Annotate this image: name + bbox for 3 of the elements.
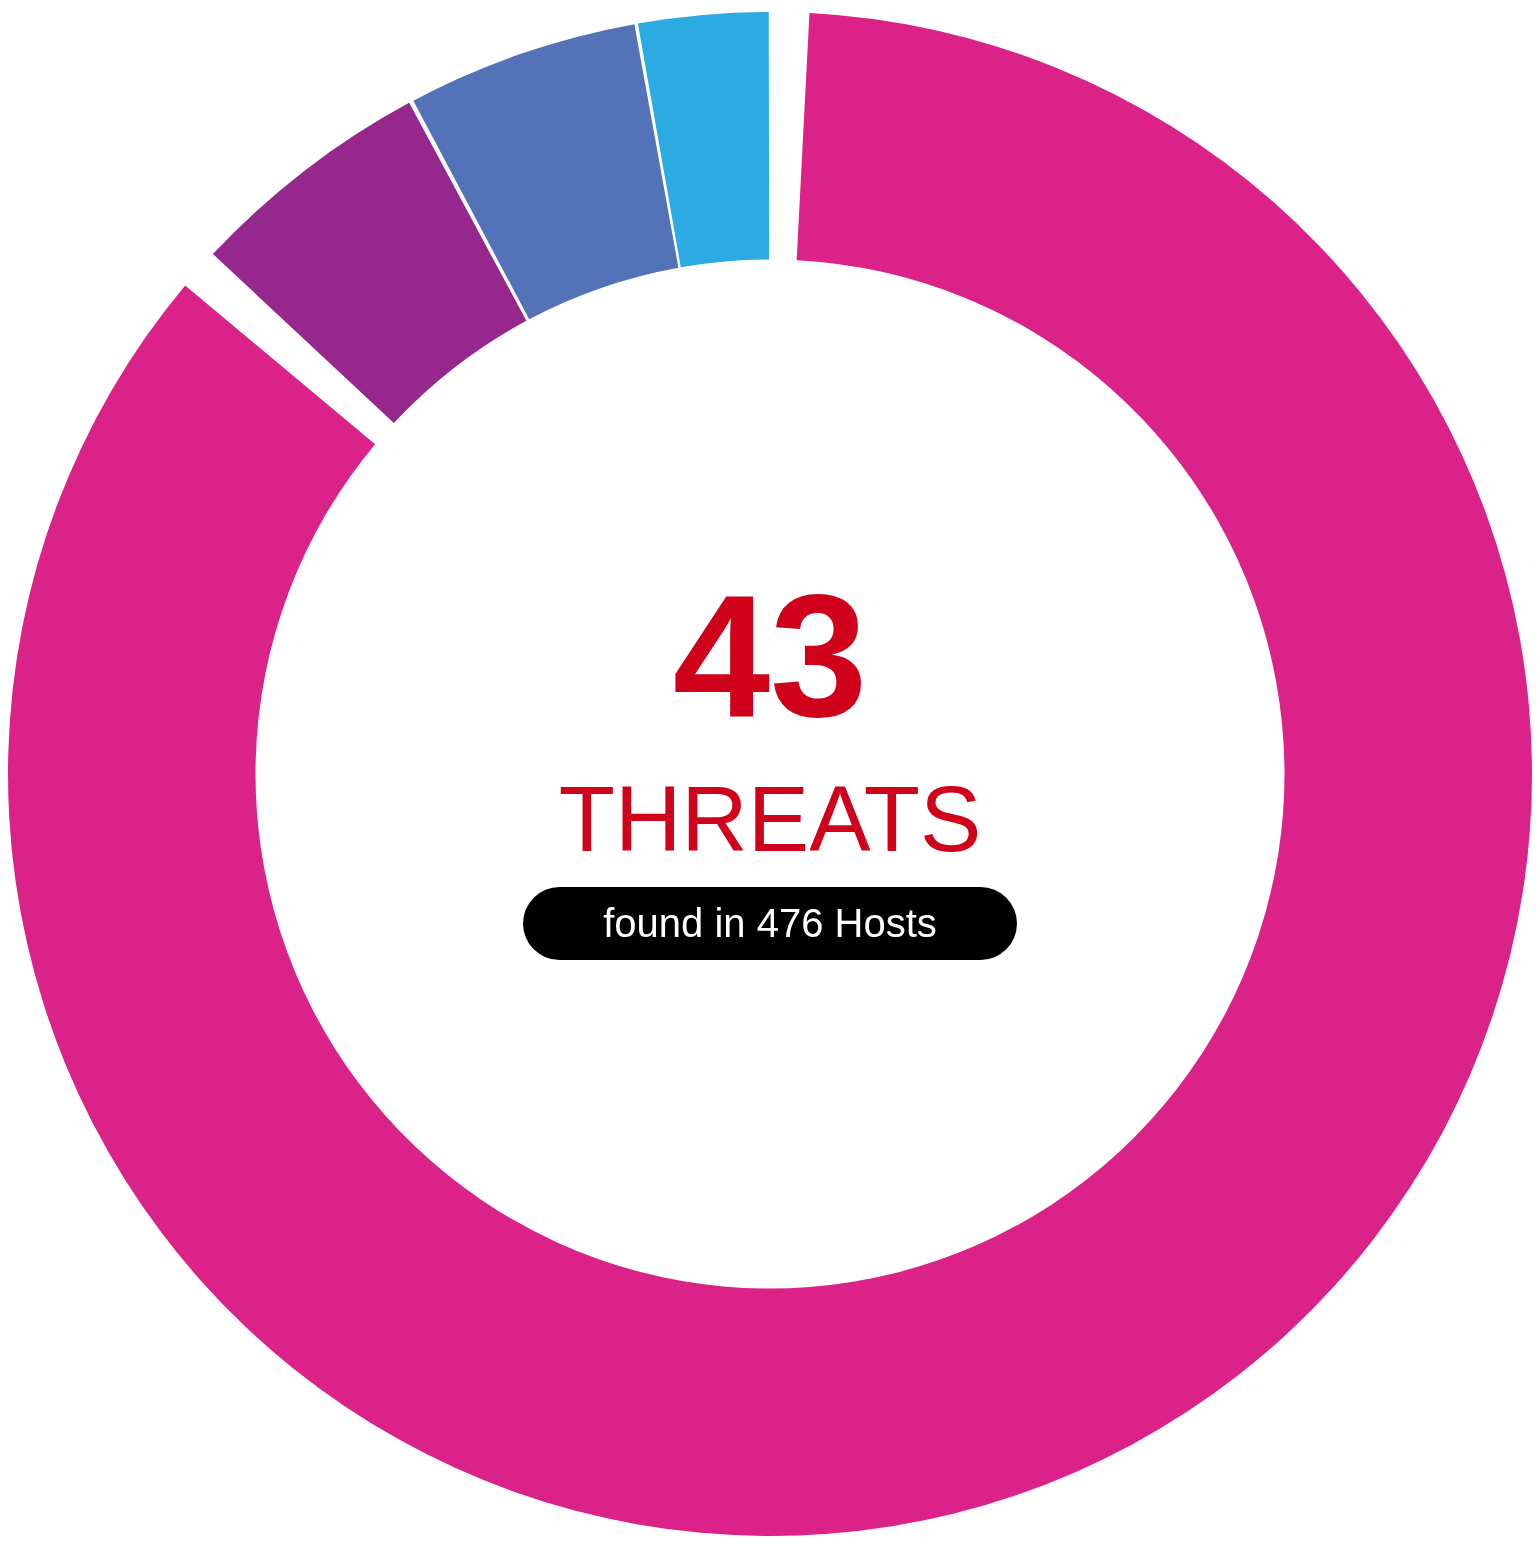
text: 43: [672, 558, 868, 753]
text: found in 476 Hosts: [523, 887, 1017, 960]
text: THREATS: [558, 768, 982, 870]
